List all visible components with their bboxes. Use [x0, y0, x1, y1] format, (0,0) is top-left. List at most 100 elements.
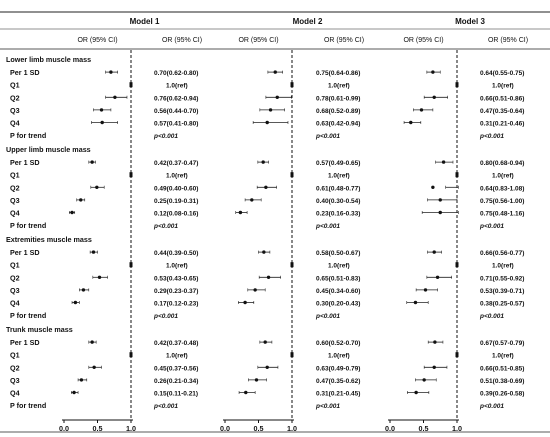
model-header: Model 3 — [455, 17, 485, 26]
category-label: Trunk muscle mass — [6, 325, 73, 334]
x-tick-label: 1.0 — [126, 424, 136, 433]
or-ci-text: 0.45(0.37-0.56) — [154, 365, 198, 372]
or-ci-text: 0.64(0.83-1.08) — [480, 185, 524, 192]
row-label: Q1 — [10, 351, 20, 360]
p-trend-value: p<0.001 — [315, 313, 340, 320]
or-ci-text: 0.15(0.11-0.21) — [154, 391, 198, 398]
or-point — [90, 340, 94, 344]
row-label: Q2 — [10, 363, 20, 372]
or-ci-text: 0.29(0.23-0.37) — [154, 288, 198, 295]
or-point — [264, 185, 268, 189]
row-label: P for trend — [10, 401, 46, 410]
or-point — [73, 300, 78, 305]
or-ci-text: 0.25(0.19-0.31) — [154, 198, 198, 205]
or-ci-text: 0.53(0.39-0.71) — [480, 288, 524, 295]
or-ci-text: 0.70(0.62-0.80) — [154, 70, 198, 77]
row-label: Q2 — [10, 93, 20, 102]
row-label: Q3 — [10, 286, 20, 295]
or-ci-text: 0.38(0.25-0.57) — [480, 301, 524, 308]
or-point — [432, 250, 436, 254]
or-ci-text: 0.39(0.26-0.58) — [480, 391, 524, 398]
category-label: Extremities muscle mass — [6, 235, 92, 244]
row-label: Q4 — [10, 209, 20, 218]
or-point — [431, 70, 435, 74]
x-tick-label: 0.0 — [59, 424, 69, 433]
p-trend-value: p<0.001 — [153, 403, 178, 410]
or-ci-text: 0.66(0.51-0.85) — [480, 365, 524, 372]
or-ci-text: 0.31(0.21-0.45) — [316, 391, 360, 398]
or-ci-text: 0.44(0.39-0.50) — [154, 250, 198, 257]
row-label: Q2 — [10, 183, 20, 192]
reference-marker — [455, 262, 459, 268]
or-ci-text: 0.63(0.42-0.94) — [316, 121, 360, 128]
or-ci-text: 1.0(ref) — [328, 263, 350, 270]
or-ci-text: 0.61(0.48-0.77) — [316, 185, 360, 192]
or-ci-text: 0.67(0.57-0.79) — [480, 340, 524, 347]
or-ci-text: 0.60(0.52-0.70) — [316, 340, 360, 347]
column-header-plot: OR (95% CI) — [77, 37, 117, 44]
reference-marker — [455, 172, 459, 178]
model-header: Model 1 — [130, 17, 160, 26]
or-point — [70, 210, 74, 215]
p-trend-value: p<0.001 — [479, 223, 504, 230]
or-point — [244, 390, 248, 395]
reference-marker — [129, 172, 133, 178]
row-label: Per 1 SD — [10, 338, 40, 347]
row-label: P for trend — [10, 221, 46, 230]
p-trend-value: p<0.001 — [479, 133, 504, 140]
or-ci-text: 1.0(ref) — [328, 173, 350, 180]
p-trend-value: p<0.001 — [315, 133, 340, 140]
x-tick-label: 0.5 — [254, 424, 264, 433]
or-point — [419, 108, 424, 112]
or-point — [79, 198, 83, 202]
or-point — [254, 378, 259, 382]
x-tick-label: 1.0 — [287, 424, 297, 433]
or-ci-text: 0.42(0.37-0.48) — [154, 340, 198, 347]
p-trend-value: p<0.001 — [315, 223, 340, 230]
or-point — [95, 185, 99, 189]
or-ci-text: 0.45(0.34-0.60) — [316, 288, 360, 295]
or-point — [422, 378, 426, 382]
or-ci-text: 0.42(0.37-0.47) — [154, 160, 198, 167]
or-ci-text: 0.66(0.51-0.86) — [480, 95, 524, 102]
or-point — [275, 95, 279, 100]
or-point — [432, 365, 436, 369]
or-point — [431, 185, 435, 189]
or-point — [90, 160, 94, 164]
or-ci-text: 0.56(0.44-0.70) — [154, 108, 198, 115]
or-point — [438, 210, 442, 215]
or-point — [79, 378, 84, 382]
or-point — [441, 160, 446, 164]
or-ci-text: 0.75(0.64-0.86) — [316, 70, 360, 77]
or-ci-text: 0.78(0.61-0.99) — [316, 95, 360, 102]
or-ci-text: 0.58(0.50-0.67) — [316, 250, 360, 257]
or-point — [423, 288, 428, 292]
reference-marker — [129, 352, 133, 358]
or-point — [72, 390, 76, 395]
or-ci-text: 1.0(ref) — [492, 263, 514, 270]
reference-marker — [129, 82, 133, 88]
or-ci-text: 1.0(ref) — [328, 353, 350, 360]
or-point — [109, 70, 113, 74]
p-trend-value: p<0.001 — [153, 223, 178, 230]
or-ci-text: 0.12(0.08-0.16) — [154, 211, 198, 218]
row-label: Q3 — [10, 106, 20, 115]
or-ci-text: 0.64(0.55-0.75) — [480, 70, 524, 77]
column-header-text: OR (95% CI) — [488, 37, 528, 44]
reference-marker — [290, 262, 294, 268]
or-ci-text: 0.76(0.62-0.94) — [154, 95, 198, 102]
row-label: Per 1 SD — [10, 68, 40, 77]
or-ci-text: 0.57(0.49-0.65) — [316, 160, 360, 167]
category-label: Lower limb muscle mass — [6, 55, 91, 64]
or-ci-text: 0.63(0.49-0.79) — [316, 365, 360, 372]
or-ci-text: 0.71(0.55-0.92) — [480, 275, 524, 282]
p-trend-value: p<0.001 — [315, 403, 340, 410]
or-point — [265, 365, 269, 369]
or-point — [438, 198, 442, 202]
or-ci-text: 0.30(0.20-0.43) — [316, 301, 360, 308]
model-header: Model 2 — [293, 17, 323, 26]
or-ci-text: 1.0(ref) — [166, 173, 188, 180]
or-point — [238, 210, 243, 215]
p-trend-value: p<0.001 — [153, 133, 178, 140]
